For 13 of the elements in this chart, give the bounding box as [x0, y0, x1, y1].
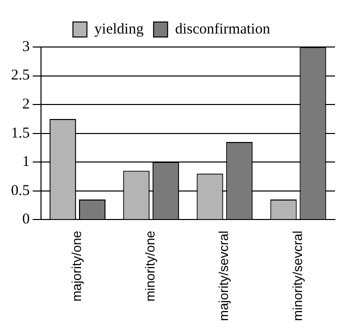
x-tick-label: majority/one — [69, 230, 84, 302]
legend-label: yielding — [94, 21, 144, 38]
x-tick-label: minority/one — [142, 230, 158, 302]
y-tick-label: 1 — [22, 154, 30, 170]
x-tick-label: minority/sevcral — [290, 230, 305, 321]
y-tick-label: 1.5 — [11, 125, 30, 142]
y-tick-label: 0 — [22, 212, 30, 228]
x-tick-label: majority/sevcral — [216, 230, 232, 321]
y-tick-label: 2.5 — [11, 68, 30, 84]
y-tick-label: 0.5 — [11, 182, 30, 199]
y-tick-label: 2 — [22, 96, 30, 113]
y-tick-label: 3 — [22, 38, 30, 55]
legend-label: disconfirmation — [175, 21, 271, 38]
